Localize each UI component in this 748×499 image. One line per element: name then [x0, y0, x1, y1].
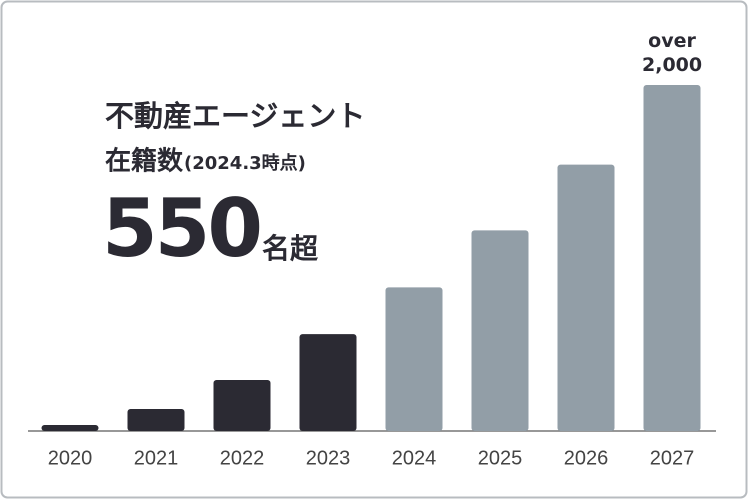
x-tick-label: 2021	[134, 447, 179, 469]
bar	[41, 424, 99, 431]
bar	[643, 85, 701, 431]
x-tick-label: 2025	[478, 447, 523, 469]
headline-line2: 在籍数	[105, 146, 184, 177]
x-tick-label: 2024	[392, 447, 437, 469]
bar	[385, 287, 443, 431]
x-tick-label: 2022	[220, 447, 265, 469]
headline-count-unit: 名超	[262, 232, 319, 265]
bar	[299, 334, 357, 431]
headline-note: (2024.3時点)	[184, 152, 306, 174]
x-tick-label: 2027	[650, 447, 695, 469]
bar	[557, 164, 615, 431]
x-tick-label: 2026	[564, 447, 609, 469]
x-tick-label: 2020	[48, 447, 93, 469]
bar	[471, 230, 529, 431]
value-label: over 2,000	[642, 30, 703, 76]
bar	[127, 409, 185, 431]
x-tick-label: 2023	[306, 447, 351, 469]
headline-count: 550	[102, 182, 260, 275]
headline-line1: 不動産エージェント	[105, 99, 365, 133]
bar	[213, 379, 271, 431]
